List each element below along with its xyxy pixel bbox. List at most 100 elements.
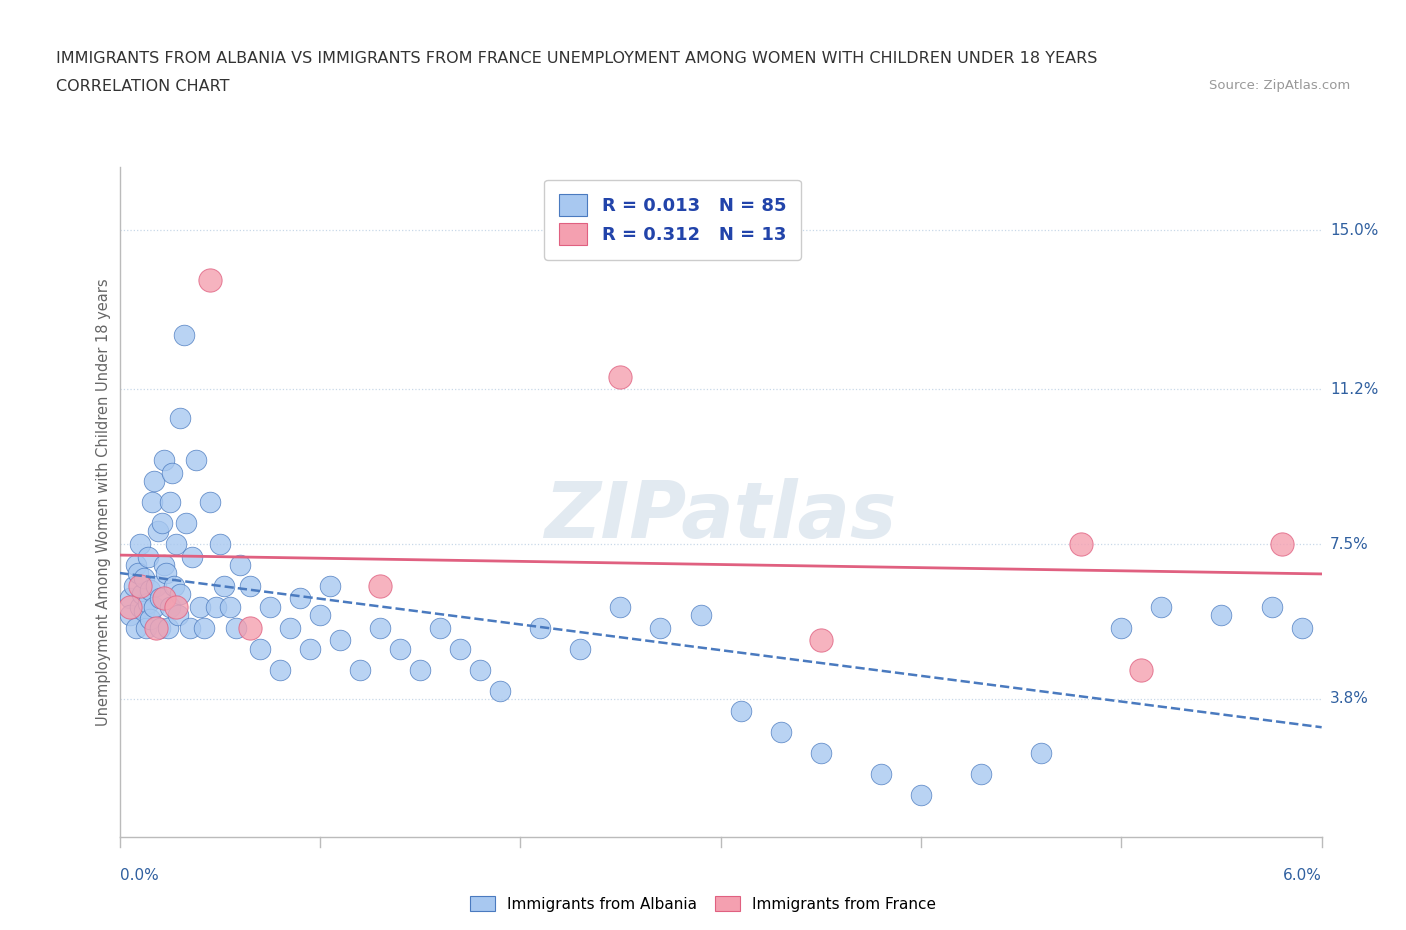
Point bbox=[166, 608, 188, 623]
Point bbox=[150, 516, 173, 531]
Y-axis label: Unemployment Among Women with Children Under 18 years: Unemployment Among Women with Children U… bbox=[96, 278, 111, 726]
Point bbox=[188, 600, 211, 615]
Point bbox=[131, 587, 153, 602]
Point bbox=[609, 600, 631, 615]
Point bbox=[409, 662, 432, 677]
Point bbox=[159, 495, 181, 510]
Point bbox=[136, 595, 159, 610]
Point bbox=[136, 549, 159, 564]
Point bbox=[146, 525, 169, 539]
Text: 11.2%: 11.2% bbox=[1330, 381, 1378, 397]
Point bbox=[1291, 620, 1313, 635]
Point bbox=[169, 411, 191, 426]
Point bbox=[152, 558, 174, 573]
Point bbox=[152, 453, 174, 468]
Point bbox=[128, 537, 150, 551]
Text: 15.0%: 15.0% bbox=[1330, 222, 1378, 238]
Point bbox=[1070, 537, 1092, 551]
Point bbox=[769, 725, 792, 740]
Point bbox=[1029, 746, 1052, 761]
Point bbox=[239, 620, 262, 635]
Point bbox=[208, 537, 231, 551]
Point bbox=[135, 620, 157, 635]
Point bbox=[145, 620, 167, 635]
Point bbox=[388, 642, 411, 657]
Point bbox=[128, 578, 150, 593]
Point bbox=[329, 632, 352, 647]
Point bbox=[141, 495, 163, 510]
Point bbox=[1270, 537, 1292, 551]
Point bbox=[249, 642, 271, 657]
Point bbox=[169, 587, 191, 602]
Point bbox=[160, 466, 183, 481]
Point bbox=[159, 600, 181, 615]
Point bbox=[145, 578, 167, 593]
Text: IMMIGRANTS FROM ALBANIA VS IMMIGRANTS FROM FRANCE UNEMPLOYMENT AMONG WOMEN WITH : IMMIGRANTS FROM ALBANIA VS IMMIGRANTS FR… bbox=[56, 51, 1098, 66]
Legend: R = 0.013   N = 85, R = 0.312   N = 13: R = 0.013 N = 85, R = 0.312 N = 13 bbox=[544, 179, 801, 260]
Point bbox=[1130, 662, 1153, 677]
Point bbox=[138, 582, 160, 598]
Point bbox=[650, 620, 672, 635]
Point bbox=[970, 766, 993, 781]
Point bbox=[124, 620, 146, 635]
Point bbox=[180, 549, 202, 564]
Text: Source: ZipAtlas.com: Source: ZipAtlas.com bbox=[1209, 79, 1350, 92]
Point bbox=[225, 620, 247, 635]
Point bbox=[228, 558, 250, 573]
Point bbox=[132, 570, 155, 585]
Point bbox=[138, 612, 160, 627]
Point bbox=[259, 600, 281, 615]
Point bbox=[204, 600, 226, 615]
Point bbox=[468, 662, 492, 677]
Point bbox=[165, 600, 187, 615]
Point bbox=[569, 642, 592, 657]
Point bbox=[198, 495, 221, 510]
Point bbox=[149, 620, 172, 635]
Point bbox=[212, 578, 235, 593]
Point bbox=[429, 620, 451, 635]
Point bbox=[730, 704, 752, 719]
Point bbox=[152, 591, 174, 606]
Point bbox=[529, 620, 551, 635]
Text: 3.8%: 3.8% bbox=[1330, 691, 1369, 707]
Legend: Immigrants from Albania, Immigrants from France: Immigrants from Albania, Immigrants from… bbox=[464, 889, 942, 918]
Point bbox=[298, 642, 321, 657]
Point bbox=[173, 327, 195, 342]
Text: 0.0%: 0.0% bbox=[120, 868, 159, 883]
Point bbox=[156, 620, 179, 635]
Point bbox=[869, 766, 891, 781]
Point bbox=[132, 604, 155, 618]
Text: 6.0%: 6.0% bbox=[1282, 868, 1322, 883]
Point bbox=[142, 474, 165, 489]
Point bbox=[174, 516, 197, 531]
Text: ZIPatlas: ZIPatlas bbox=[544, 478, 897, 553]
Point bbox=[1211, 608, 1233, 623]
Point bbox=[269, 662, 291, 677]
Point bbox=[278, 620, 301, 635]
Point bbox=[155, 565, 177, 580]
Point bbox=[489, 683, 512, 698]
Point bbox=[122, 578, 145, 593]
Point bbox=[1260, 600, 1282, 615]
Point bbox=[179, 620, 201, 635]
Point bbox=[118, 600, 141, 615]
Point bbox=[239, 578, 262, 593]
Point bbox=[127, 565, 149, 580]
Point bbox=[184, 453, 207, 468]
Point bbox=[349, 662, 371, 677]
Point bbox=[165, 537, 187, 551]
Point bbox=[1150, 600, 1173, 615]
Point bbox=[124, 558, 146, 573]
Point bbox=[288, 591, 311, 606]
Point bbox=[810, 746, 832, 761]
Point bbox=[810, 632, 832, 647]
Point bbox=[142, 600, 165, 615]
Point bbox=[1111, 620, 1133, 635]
Point bbox=[308, 608, 332, 623]
Point bbox=[910, 788, 932, 803]
Point bbox=[609, 369, 631, 384]
Point bbox=[128, 600, 150, 615]
Point bbox=[149, 591, 172, 606]
Point bbox=[118, 608, 141, 623]
Point bbox=[118, 591, 141, 606]
